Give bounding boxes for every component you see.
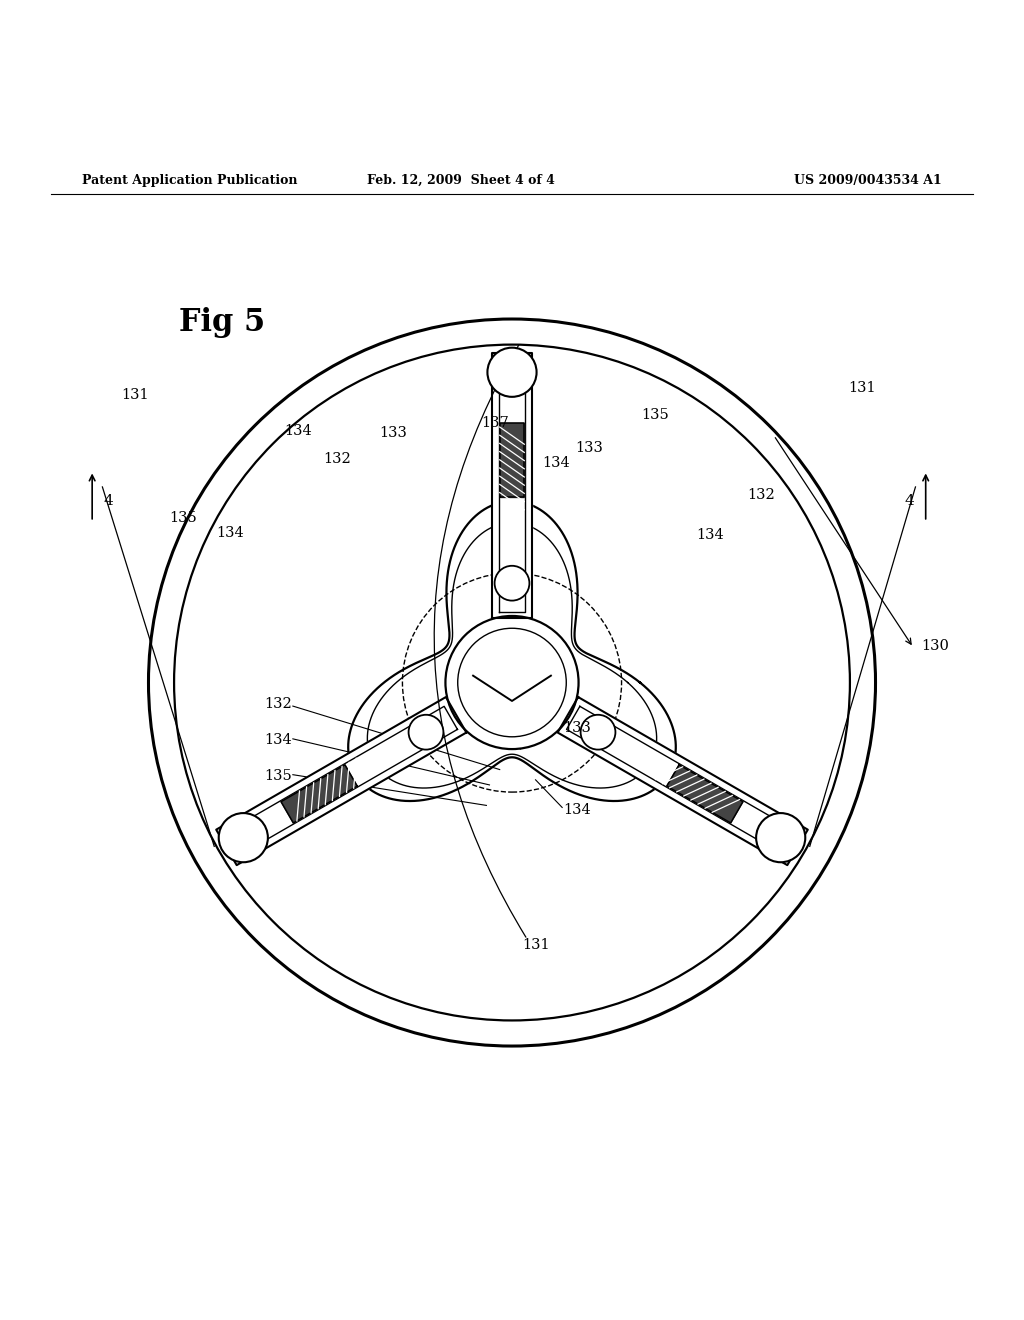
Text: 132: 132 [748,488,775,502]
Text: 131: 131 [848,380,876,395]
Text: Patent Application Publication: Patent Application Publication [82,174,297,186]
Text: 4: 4 [904,494,914,508]
Circle shape [409,715,443,750]
Circle shape [487,347,537,397]
Circle shape [581,715,615,750]
Polygon shape [348,502,676,801]
Polygon shape [500,422,524,496]
Text: 131: 131 [522,937,550,952]
Polygon shape [558,697,808,865]
Text: 135: 135 [169,511,197,525]
Text: 134: 134 [543,457,570,470]
Text: 135: 135 [264,768,292,783]
Text: US 2009/0043534 A1: US 2009/0043534 A1 [795,174,942,186]
Text: 135: 135 [641,408,669,422]
Circle shape [495,566,529,601]
Text: 137: 137 [481,416,510,429]
Polygon shape [667,764,743,822]
Polygon shape [281,764,357,822]
Text: 133: 133 [379,426,407,440]
Circle shape [219,813,268,862]
Polygon shape [216,697,466,865]
Text: 133: 133 [563,721,591,735]
Circle shape [445,616,579,748]
Text: 134: 134 [563,803,591,817]
Text: 134: 134 [696,528,724,543]
Text: 130: 130 [922,639,949,653]
Text: 133: 133 [575,441,603,455]
Text: Fig 5: Fig 5 [179,306,265,338]
Text: 132: 132 [264,697,292,711]
Text: 132: 132 [324,453,351,466]
Circle shape [756,813,805,862]
Text: Feb. 12, 2009  Sheet 4 of 4: Feb. 12, 2009 Sheet 4 of 4 [367,174,555,186]
Polygon shape [492,352,532,618]
Text: 134: 134 [264,733,292,747]
Text: 134: 134 [285,424,312,438]
Text: 4: 4 [103,494,114,508]
Text: 134: 134 [216,527,244,540]
Text: 131: 131 [121,388,148,401]
